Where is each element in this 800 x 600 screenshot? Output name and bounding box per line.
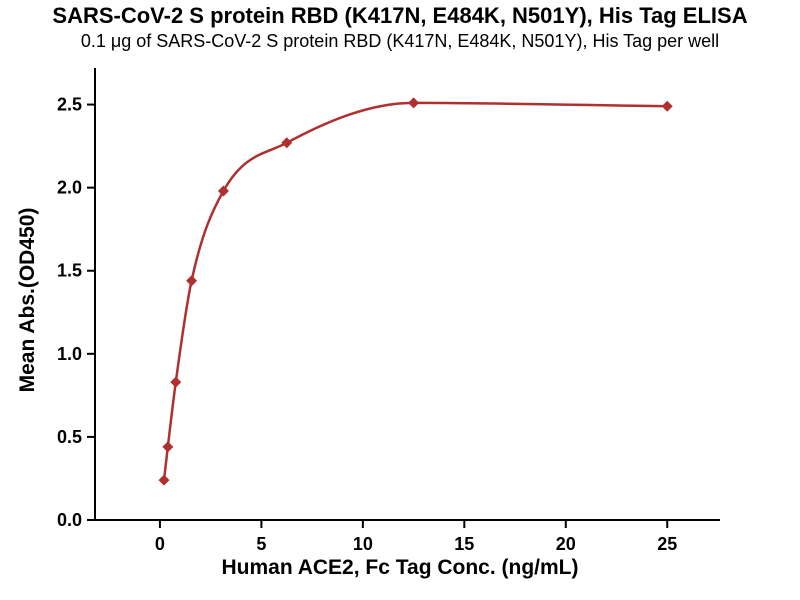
x-axis-label: Human ACE2, Fc Tag Conc. (ng/mL) — [221, 556, 579, 579]
data-point-marker — [158, 474, 170, 486]
data-point-marker — [162, 441, 174, 453]
x-tick-label: 25 — [657, 534, 677, 554]
y-tick-label: 1.0 — [57, 344, 82, 364]
x-tick-label: 5 — [256, 534, 266, 554]
chart-subtitle: 0.1 μg of SARS-CoV-2 S protein RBD (K417… — [80, 31, 720, 51]
x-tick-label: 20 — [556, 534, 576, 554]
data-point-marker — [661, 100, 673, 112]
x-tick-label: 15 — [454, 534, 474, 554]
data-point-marker — [217, 185, 229, 197]
data-point-marker — [281, 137, 293, 149]
y-tick-label: 2.0 — [57, 178, 82, 198]
y-tick-label: 2.5 — [57, 95, 82, 115]
data-point-marker — [408, 97, 420, 109]
data-point-marker — [186, 275, 198, 287]
x-tick-label: 10 — [353, 534, 373, 554]
y-tick-label: 0.0 — [57, 510, 82, 530]
y-tick-label: 1.5 — [57, 261, 82, 281]
fit-curve — [162, 101, 669, 482]
chart-title: SARS-CoV-2 S protein RBD (K417N, E484K, … — [52, 3, 748, 28]
y-tick-label: 0.5 — [57, 427, 82, 447]
data-point-marker — [170, 376, 182, 388]
x-tick-label: 0 — [155, 534, 165, 554]
